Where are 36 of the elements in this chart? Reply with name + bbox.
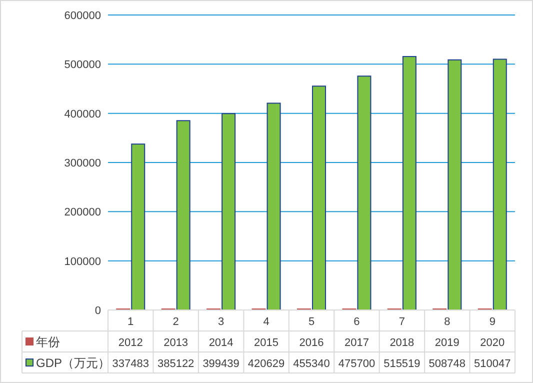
data-label: 455340	[293, 358, 330, 370]
data-label: 475700	[338, 358, 376, 370]
x-tick-label: 2	[172, 316, 179, 328]
data-label: 2014	[208, 337, 234, 349]
data-label: 508748	[428, 358, 466, 370]
data-label: 2019	[434, 337, 460, 349]
y-tick-label: 200000	[64, 206, 101, 219]
data-label: 510047	[474, 358, 511, 370]
y-tick-label: 0	[94, 305, 101, 317]
x-tick-label: 9	[489, 316, 496, 328]
data-label: 2018	[390, 337, 414, 349]
data-label: 420629	[248, 358, 285, 370]
data-label: 2016	[299, 337, 324, 349]
data-label: 2020	[480, 337, 505, 349]
data-label: 2012	[118, 337, 143, 349]
legend-label: 年份	[36, 335, 60, 349]
x-tick-label: 1	[128, 316, 134, 328]
x-tick-label: 8	[444, 316, 450, 328]
data-label: 2013	[164, 337, 188, 349]
x-tick-label: 6	[354, 316, 360, 328]
data-label: 2017	[344, 337, 369, 349]
y-tick-label: 500000	[64, 59, 101, 72]
y-tick-label: 100000	[64, 256, 101, 268]
data-label: 337483	[112, 358, 149, 370]
legend-label: GDP（万元）	[36, 356, 110, 370]
x-tick-label: 5	[308, 316, 315, 328]
y-tick-label: 400000	[64, 108, 101, 120]
x-tick-label: 3	[218, 316, 224, 328]
x-tick-label: 7	[398, 316, 406, 328]
y-tick-label: 300000	[64, 158, 101, 170]
data-label: 2015	[254, 337, 279, 349]
data-label: 399439	[202, 358, 240, 370]
x-tick-label: 4	[263, 316, 270, 328]
y-tick-label: 600000	[64, 10, 101, 22]
data-label: 515519	[384, 358, 420, 370]
data-label: 385122	[157, 358, 194, 370]
